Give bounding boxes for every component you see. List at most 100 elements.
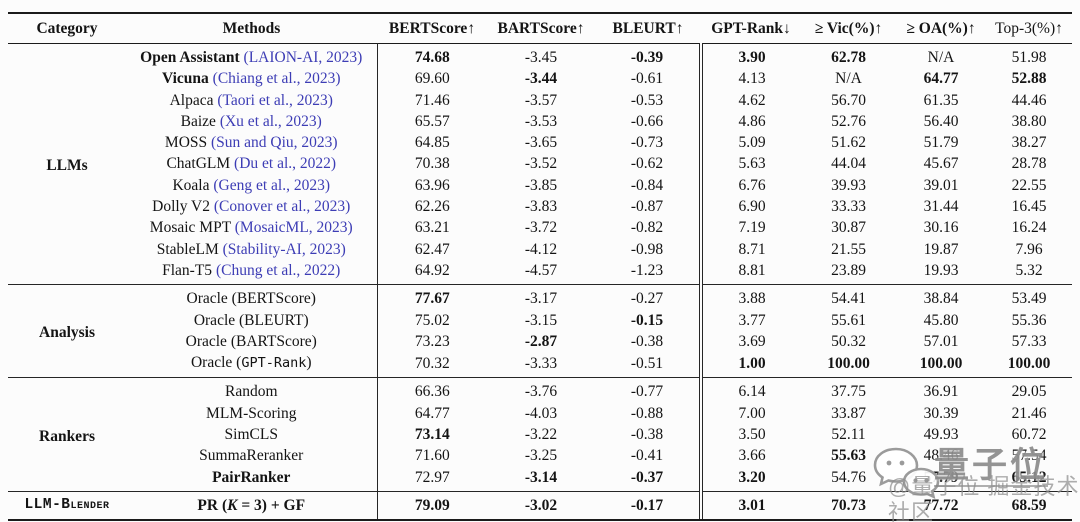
metric-value: -0.38 xyxy=(595,424,703,446)
metric-value: 66.36 xyxy=(414,383,450,401)
metric-value: -0.77 xyxy=(595,377,703,403)
metric-value: 48.46 xyxy=(923,447,959,465)
metric-value: 64.77 xyxy=(414,404,450,422)
col-header-category: Category xyxy=(36,20,98,37)
metric-value: 49.93 xyxy=(923,426,959,444)
col-header-bartscore: BARTScore↑ xyxy=(497,20,585,37)
metric-value: 62.78 xyxy=(831,49,866,66)
citation-link[interactable]: (Stability-AI, 2023) xyxy=(222,240,346,258)
metric-value: 74.68 xyxy=(414,49,450,66)
metric-value: 5.63 xyxy=(738,155,766,173)
metric-value: -3.76 xyxy=(524,383,558,401)
metric-value: 71.46 xyxy=(414,91,450,109)
section-llm-blender: LLM-Blender PR (K = 3) + GF 79.09 -3.02 -0.1… xyxy=(8,491,1072,522)
table-row: StableLM (Stability-AI, 2023) 62.47 -4.12 -… xyxy=(8,238,1072,260)
metric-value: 62.47 xyxy=(414,240,450,258)
metric-value: -0.73 xyxy=(595,132,703,154)
metric-value: -0.53 xyxy=(595,89,703,111)
metric-value: 100.00 xyxy=(1007,354,1051,372)
metric-value: 19.93 xyxy=(923,261,959,279)
metric-value: -3.22 xyxy=(524,426,558,444)
metric-value: -3.02 xyxy=(524,496,558,514)
metric-value: 100.00 xyxy=(919,354,963,372)
metric-value: 30.16 xyxy=(923,219,959,237)
metric-value: 52.88 xyxy=(1011,70,1047,88)
citation-link[interactable]: (MosaicML, 2023) xyxy=(234,219,353,237)
citation-link[interactable]: (Du et al., 2022) xyxy=(234,155,337,173)
table-row: Baize (Xu et al., 2023) 65.57 -3.53 -0.66 4.… xyxy=(8,110,1072,133)
col-header-bertscore: BERTScore↑ xyxy=(388,20,476,37)
metric-value: 22.55 xyxy=(1011,176,1047,194)
metric-value: 55.61 xyxy=(831,311,866,329)
metric-value: 79.09 xyxy=(414,496,450,514)
table-row: Rankers Random 66.36 -3.76 -0.77 6.14 37.75 36.… xyxy=(8,377,1072,445)
metric-value: 52.76 xyxy=(831,112,866,130)
metric-value: 44.46 xyxy=(1011,91,1047,109)
metric-value: 55.36 xyxy=(1011,311,1047,329)
metric-value: 57.01 xyxy=(923,332,959,350)
metric-value: 3.69 xyxy=(738,332,766,350)
metric-value: 77.67 xyxy=(414,290,450,308)
metric-value: 70.73 xyxy=(831,496,866,514)
metric-value: 60.72 xyxy=(1011,426,1047,444)
metric-value: -0.82 xyxy=(595,217,703,239)
category-label: LLM-Blender xyxy=(24,496,110,513)
metric-value: -4.12 xyxy=(524,240,558,258)
method-name: Oracle (BARTScore) xyxy=(126,330,378,353)
citation-link[interactable]: (Chiang et al., 2023) xyxy=(212,70,341,88)
metric-value: 6.90 xyxy=(738,198,766,216)
metric-value: -0.62 xyxy=(595,153,703,175)
metric-value: 8.71 xyxy=(738,240,766,258)
metric-value: 100.00 xyxy=(827,354,870,372)
metric-value: -0.66 xyxy=(595,110,703,133)
method-name: SimCLS xyxy=(126,424,378,446)
metric-value: 37.75 xyxy=(831,383,866,401)
results-table: Category Methods BERTScore↑ BARTScore↑ B… xyxy=(8,12,1072,522)
citation-link[interactable]: (Conover et al., 2023) xyxy=(213,198,351,216)
table-row: SummaReranker 71.60 -3.25 -0.41 3.66 55.63 48.… xyxy=(8,445,1072,467)
metric-value: 38.80 xyxy=(1011,112,1047,130)
citation-link[interactable]: (Taori et al., 2023) xyxy=(217,91,333,109)
table-row: MLM-Scoring 64.77 -4.03 -0.88 7.00 33.87 30.39… xyxy=(8,402,1072,425)
citation-link[interactable]: (Chung et al., 2022) xyxy=(215,261,341,279)
method-name: Mosaic MPT (MosaicML, 2023) xyxy=(126,217,378,239)
metric-value: 72.97 xyxy=(414,468,450,486)
metric-value: 30.39 xyxy=(923,404,959,422)
col-header-bleurt: BLEURT↑ xyxy=(612,20,684,37)
metric-value: 54.76 xyxy=(831,468,866,486)
method-name: Random xyxy=(126,377,378,403)
metric-value: -3.57 xyxy=(524,91,558,109)
metric-value: -0.15 xyxy=(595,309,703,331)
citation-link[interactable]: (Geng et al., 2023) xyxy=(213,176,331,194)
citation-link[interactable]: (Sun and Qiu, 2023) xyxy=(211,134,338,152)
col-header-top3: Top-3(%)↑ xyxy=(995,20,1063,37)
metric-value: 3.88 xyxy=(738,290,766,308)
metric-value: 7.96 xyxy=(1015,240,1043,258)
metric-value: 55.63 xyxy=(831,447,866,465)
table-row: Koala (Geng et al., 2023) 63.96 -3.85 -0.84… xyxy=(8,174,1072,197)
metric-value: -0.41 xyxy=(595,445,703,467)
table-row: PairRanker 72.97 -3.14 -0.37 3.20 54.76 57.79 6… xyxy=(8,466,1072,492)
method-name: PR (K = 3) + GF xyxy=(126,491,378,522)
section-llms: LLMs Open Assistant (LAION-AI, 2023) 74.68… xyxy=(8,43,1072,285)
table-row: Alpaca (Taori et al., 2023) 71.46 -3.57 -0.… xyxy=(8,89,1072,111)
table-row: MOSS (Sun and Qiu, 2023) 64.85 -3.65 -0.73 5… xyxy=(8,132,1072,154)
metric-value: 33.33 xyxy=(831,198,866,216)
metric-value: -3.53 xyxy=(524,112,558,130)
table-row: SimCLS 73.14 -3.22 -0.38 3.50 52.11 49.93 60.72 xyxy=(8,424,1072,446)
section-analysis: Analysis Oracle (BERTScore) 77.67 -3.17 -0.2… xyxy=(8,284,1072,378)
metric-value: -3.17 xyxy=(524,290,558,308)
citation-link[interactable]: (Xu et al., 2023) xyxy=(219,112,322,130)
citation-link[interactable]: (LAION-AI, 2023) xyxy=(243,49,363,66)
metric-value: -0.27 xyxy=(595,284,703,310)
metric-value: 3.90 xyxy=(738,49,766,66)
method-name: Baize (Xu et al., 2023) xyxy=(126,110,378,133)
metric-value: 70.32 xyxy=(414,354,450,372)
metric-value: 51.98 xyxy=(1011,49,1047,66)
method-name: Dolly V2 (Conover et al., 2023) xyxy=(126,196,378,218)
metric-value: 3.20 xyxy=(738,468,766,486)
metric-value: 50.32 xyxy=(831,332,866,350)
metric-value: N/A xyxy=(835,70,862,88)
metric-value: 3.50 xyxy=(738,426,766,444)
metric-value: 38.84 xyxy=(923,290,959,308)
